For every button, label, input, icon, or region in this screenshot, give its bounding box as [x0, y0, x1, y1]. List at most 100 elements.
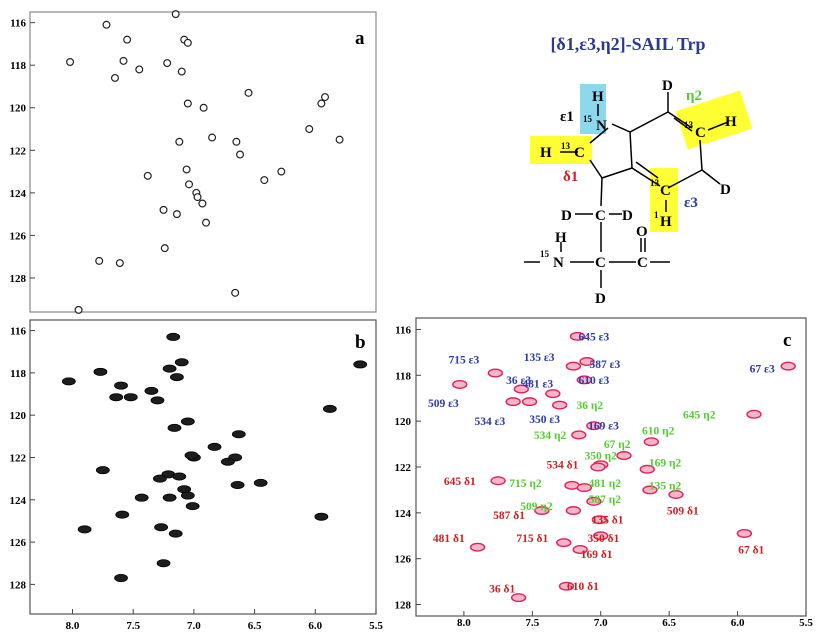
peak-marker: [180, 491, 195, 500]
panel-c-peaks: [452, 331, 796, 603]
y-tick-label: 126: [10, 230, 27, 242]
peak-contour: [183, 99, 192, 108]
peak-label: 715 δ1: [516, 533, 548, 545]
panel-b-axis: 116 118 120 122 124 126 128 8.0 7.5 7.0 6.5 6.0 5.5: [10, 326, 384, 632]
peak-label: 169 η2: [649, 457, 682, 469]
y-tick-label: 118: [395, 370, 411, 382]
x-tick-label: 8.0: [66, 620, 80, 632]
peak-marker: [144, 386, 159, 395]
peak-contour: [135, 65, 144, 74]
peak-label: 610 δ1: [567, 581, 599, 593]
peak-label: 135 η2: [649, 480, 682, 492]
panel-b-frame: [29, 319, 377, 615]
peak-marker: [150, 396, 165, 405]
peak-label: 67 ε3: [750, 363, 775, 375]
peak-contour: [175, 137, 184, 146]
peak-contour: [513, 384, 530, 394]
greek-epsilon3: ε3: [684, 195, 698, 211]
peak-marker: [353, 360, 368, 369]
peak-contour: [202, 218, 211, 227]
peak-label: 509 ε3: [428, 398, 459, 410]
peak-marker: [230, 480, 245, 489]
peak-contour: [534, 506, 550, 516]
peak-contour: [198, 199, 207, 208]
peak-marker: [153, 474, 167, 483]
peak-contour: [569, 331, 586, 341]
peak-marker: [162, 364, 177, 373]
y-tick-label: 128: [10, 579, 27, 591]
peak-marker: [314, 512, 329, 521]
peak-marker: [162, 493, 177, 502]
peak-marker: [185, 502, 200, 511]
x-tick-label: 7.5: [525, 617, 539, 629]
peak-label: 645 ε3: [578, 331, 609, 343]
y-tick-label: 126: [10, 537, 27, 549]
y-tick-label: 122: [395, 462, 412, 474]
peak-contour: [66, 57, 75, 66]
greek-eta2: η2: [686, 88, 702, 104]
peak-contour: [193, 193, 202, 202]
y-tick-label: 116: [10, 326, 26, 338]
panel-c-axis: 116 118 120 122 124 126 128 8.0 7.5 7.0 6.5 6.0 5.5: [395, 324, 814, 629]
isotope-13-eta2: 13: [684, 120, 694, 130]
peak-label: 587 δ1: [493, 510, 525, 522]
atom-h-amide: H: [555, 230, 567, 246]
peak-contour: [668, 490, 684, 500]
peak-contour: [102, 20, 111, 29]
peak-label: 645 δ1: [444, 476, 476, 488]
peak-contour: [160, 244, 169, 253]
peak-contour: [487, 368, 504, 378]
atom-d-top: D: [662, 78, 673, 94]
atom-d-right: D: [720, 182, 731, 198]
peak-contour: [590, 462, 606, 472]
panel-c-letter: c: [783, 330, 791, 351]
peak-contour: [746, 409, 762, 419]
peak-contour: [576, 375, 593, 385]
peak-contour: [551, 400, 568, 410]
peak-contour: [521, 397, 538, 407]
n-h-highlight: [580, 84, 606, 134]
x-tick-label: 7.0: [594, 617, 608, 629]
peak-contour: [572, 545, 588, 555]
peak-marker: [231, 430, 246, 439]
peak-contour: [182, 165, 191, 174]
peak-contour: [321, 93, 330, 102]
peak-marker: [166, 332, 181, 341]
x-tick-label: 6.0: [308, 620, 322, 632]
atom-d-alpha: D: [595, 291, 606, 307]
peak-label: 350 ε3: [529, 414, 560, 426]
atom-h-epsilon3: H: [660, 214, 672, 230]
peak-contour: [335, 135, 344, 144]
peak-contour: [277, 167, 286, 176]
peak-marker: [184, 451, 199, 460]
peak-label: 715 η2: [509, 478, 542, 490]
x-tick-label: 7.5: [126, 620, 140, 632]
peak-label: 645 η2: [683, 409, 716, 421]
peak-contour: [452, 379, 468, 389]
y-tick-label: 124: [10, 188, 27, 200]
panel-a-peaks: [66, 10, 344, 314]
peak-contour: [565, 506, 582, 516]
atom-c-delta1: C: [574, 145, 585, 161]
atom-c-eta2: C: [695, 125, 706, 141]
x-tick-label: 5.5: [799, 617, 813, 629]
peak-contour: [736, 528, 753, 538]
atom-c-alpha: C: [595, 255, 606, 271]
atom-h-delta1: H: [540, 145, 552, 161]
peak-contour: [576, 483, 593, 493]
isotope-15-ring: 15: [583, 114, 593, 124]
peak-label: 587 ε3: [589, 359, 620, 371]
peak-marker: [114, 381, 128, 390]
peak-marker: [114, 574, 128, 583]
peak-contour: [119, 56, 128, 65]
peak-contour: [95, 256, 104, 265]
peak-label: 36 δ1: [489, 583, 515, 595]
peak-contour: [317, 99, 326, 108]
peak-contour: [231, 288, 240, 297]
c-h-epsilon3-highlight: [650, 168, 678, 232]
atom-n-amide: N: [553, 255, 564, 271]
peak-contour: [586, 496, 602, 506]
peak-marker: [134, 493, 149, 502]
peak-contour: [185, 180, 194, 189]
peak-label: 610 ε3: [578, 375, 609, 387]
